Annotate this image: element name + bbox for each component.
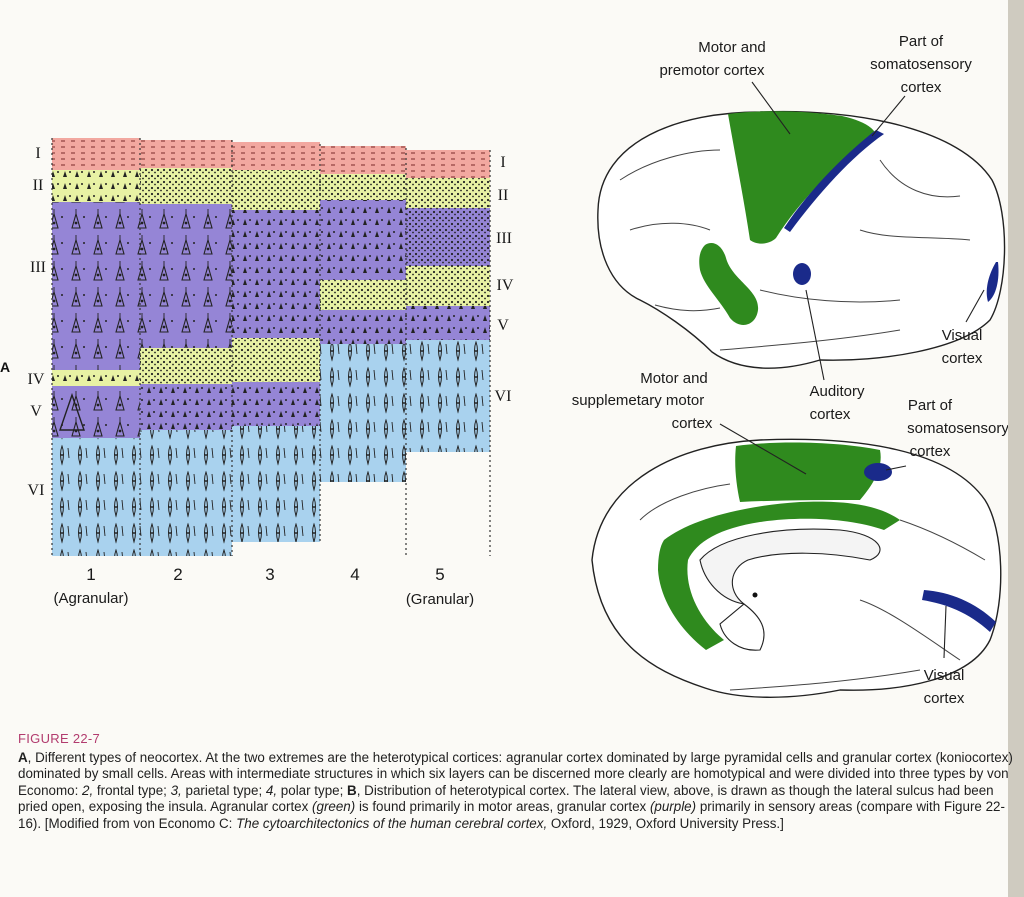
- right-layer-label: V: [497, 317, 509, 334]
- panel-a-letter: A: [0, 359, 10, 375]
- label-auditory: cortex: [810, 406, 851, 423]
- label-motor-supplementary: cortex: [672, 415, 713, 432]
- column-4: [320, 146, 406, 482]
- column-number: 3: [265, 565, 274, 584]
- label-auditory: Auditory: [809, 383, 865, 400]
- label-visual-top: Visual: [942, 327, 983, 344]
- column-1: [52, 138, 140, 556]
- figure-title: FIGURE 22-7: [18, 731, 101, 746]
- label-somatosensory-bottom: Part of: [908, 397, 953, 414]
- page-edge: [1008, 0, 1024, 897]
- left-layer-label: II: [33, 177, 44, 194]
- caption-text: Oxford, 1929, Oxford University Press.]: [547, 815, 784, 831]
- right-layer-label: I: [500, 154, 505, 171]
- column-3: [232, 142, 320, 542]
- column-dividers: [51, 138, 491, 556]
- label-motor-supplementary: supplemetary motor: [572, 392, 705, 409]
- caption-text: primarily in sensory areas (compare with…: [18, 799, 1005, 831]
- panel-a-labels: A I II III IV V VI I II III IV V VI 1 (A…: [0, 145, 514, 608]
- left-layer-label: III: [30, 259, 46, 276]
- panel-b-labels: B Motor and premotor cortex Part of soma…: [572, 33, 1023, 707]
- right-layer-label: II: [498, 187, 509, 204]
- caption-b-letter: B: [347, 782, 357, 798]
- label-motor-supplementary: Motor and: [640, 370, 708, 387]
- column-5: [406, 150, 490, 452]
- column-type-label: (Agranular): [53, 590, 128, 607]
- label-somatosensory-top: cortex: [901, 79, 942, 96]
- label-motor-premotor: premotor cortex: [659, 62, 765, 79]
- brain-lateral-view: [597, 110, 1006, 369]
- column-2: [140, 140, 232, 556]
- column-number: 1: [86, 565, 95, 584]
- caption-purple: (purple): [649, 799, 697, 814]
- label-somatosensory-top: somatosensory: [870, 56, 972, 73]
- label-visual-bottom: Visual: [924, 667, 965, 684]
- figure-caption: FIGURE 22-7 A, Different types of neocor…: [18, 731, 1014, 832]
- label-somatosensory-top: Part of: [899, 33, 944, 50]
- label-somatosensory-bottom: cortex: [910, 443, 951, 460]
- panel-a-columns: [51, 138, 491, 556]
- left-layer-label: VI: [28, 482, 45, 499]
- label-motor-premotor: Motor and: [698, 39, 766, 56]
- caption-book-title: The cytoarchitectonics of the human cere…: [236, 815, 548, 831]
- caption-type-2: 2,: [82, 782, 94, 798]
- caption-a-letter: A: [18, 749, 28, 765]
- label-visual-bottom: cortex: [924, 690, 965, 707]
- column-type-label: (Granular): [406, 591, 474, 608]
- column-number: 4: [350, 565, 359, 584]
- brain-medial-view: [591, 438, 1002, 698]
- column-number: 2: [173, 565, 182, 584]
- label-visual-top: cortex: [942, 350, 983, 367]
- left-layer-label: I: [35, 145, 40, 162]
- column-number: 5: [435, 565, 444, 584]
- leader-lines: [719, 81, 985, 659]
- right-layer-label: VI: [495, 388, 512, 405]
- label-somatosensory-bottom: somatosensory: [907, 420, 1009, 437]
- caption-type-3: 3,: [170, 782, 182, 798]
- caption-text: parietal type;: [181, 782, 266, 798]
- left-layer-label: IV: [28, 371, 45, 388]
- caption-text: , Distribution of heterotypical cortex. …: [18, 782, 994, 815]
- right-layer-label: III: [496, 230, 512, 247]
- caption-text: frontal type;: [93, 782, 171, 798]
- caption-text: , Different types of neocortex. At the t…: [18, 749, 1013, 798]
- caption-green: (green): [312, 799, 356, 814]
- right-layer-label: IV: [497, 277, 514, 294]
- caption-text: polar type;: [277, 782, 348, 798]
- left-layer-label: V: [30, 403, 42, 420]
- caption-text: is found primarily in motor areas, granu…: [355, 799, 650, 814]
- caption-type-4: 4,: [265, 782, 278, 798]
